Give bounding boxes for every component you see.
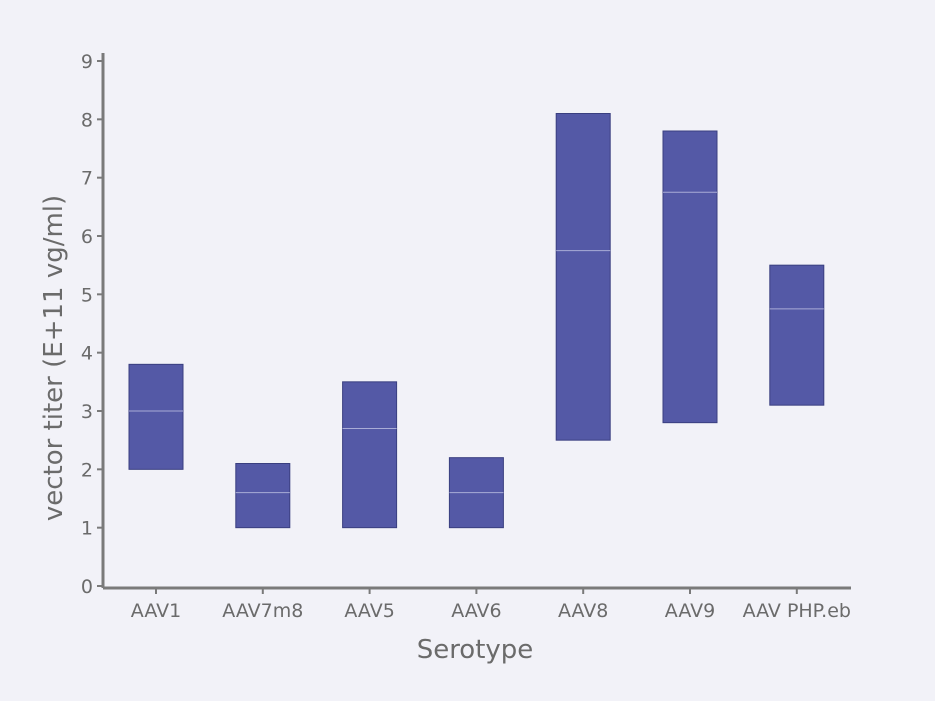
bar-aav1	[128, 363, 184, 470]
bar-aav9	[662, 130, 718, 424]
bar-aav5	[342, 381, 398, 529]
y-tick-label: 5	[81, 284, 93, 306]
y-tick-label: 4	[81, 343, 93, 365]
x-tick-label: AAV8	[558, 600, 608, 622]
x-tick-label: AAV PHP.eb	[743, 600, 851, 622]
bars-group	[128, 113, 825, 529]
x-axis-title: Serotype	[417, 635, 534, 665]
x-axis: AAV1 AAV7m8 AAV5 AAV6 AAV8 AAV9 AAV PHP.eb	[103, 586, 851, 622]
x-tick-label: AAV6	[451, 600, 501, 622]
x-tick-label: AAV1	[131, 600, 181, 622]
y-axis: 0 1 2 3 4 5 6 7 8 9	[81, 51, 105, 598]
bar-aav-php-eb	[769, 264, 825, 406]
y-tick-label: 8	[81, 109, 93, 131]
y-tick-label: 7	[81, 168, 93, 190]
y-tick-label: 3	[81, 401, 93, 423]
x-tick-label: AAV9	[665, 600, 715, 622]
x-tick-label: AAV5	[344, 600, 394, 622]
bar-aav8	[555, 113, 611, 441]
y-tick-label: 2	[81, 459, 93, 481]
x-tick-label: AAV7m8	[222, 600, 303, 622]
y-axis-title: vector titer (E+11 vg/ml)	[39, 195, 69, 521]
y-tick-label: 6	[81, 226, 93, 248]
y-tick-label: 0	[81, 576, 93, 598]
y-tick-label: 1	[81, 518, 93, 540]
bar-aav7m8	[235, 463, 291, 529]
y-tick-label: 9	[81, 51, 93, 73]
